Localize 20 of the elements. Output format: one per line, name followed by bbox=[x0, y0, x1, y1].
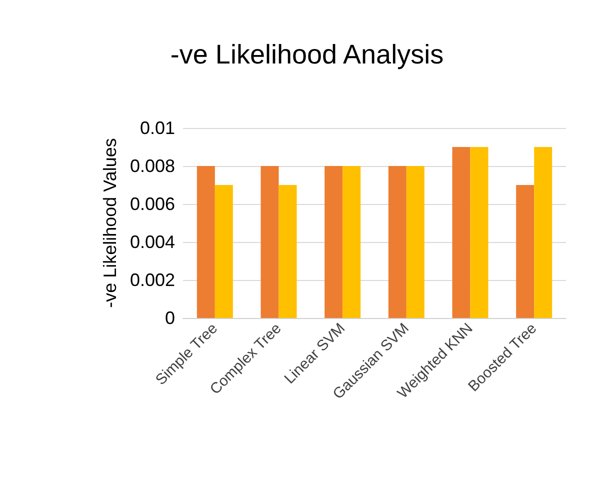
y-tick-label: 0.01 bbox=[140, 118, 175, 138]
bar bbox=[452, 147, 470, 318]
bar bbox=[388, 166, 406, 318]
bar bbox=[534, 147, 552, 318]
y-tick-label: 0.006 bbox=[130, 194, 175, 214]
bar bbox=[324, 166, 343, 318]
bar bbox=[278, 185, 297, 318]
y-axis-title: -ve Likelihood Values bbox=[100, 138, 120, 308]
bar bbox=[516, 185, 534, 318]
bar bbox=[470, 147, 488, 318]
y-tick-label: 0 bbox=[164, 308, 175, 328]
y-tick-label: 0.008 bbox=[130, 156, 175, 176]
bar bbox=[214, 185, 233, 318]
bar bbox=[196, 166, 215, 318]
y-tick-label: 0.002 bbox=[130, 270, 175, 290]
bar bbox=[260, 166, 279, 318]
y-tick-label: 0.004 bbox=[130, 232, 175, 252]
bar bbox=[342, 166, 361, 318]
bar bbox=[406, 166, 424, 318]
chart-title: -ve Likelihood Analysis bbox=[170, 40, 444, 70]
